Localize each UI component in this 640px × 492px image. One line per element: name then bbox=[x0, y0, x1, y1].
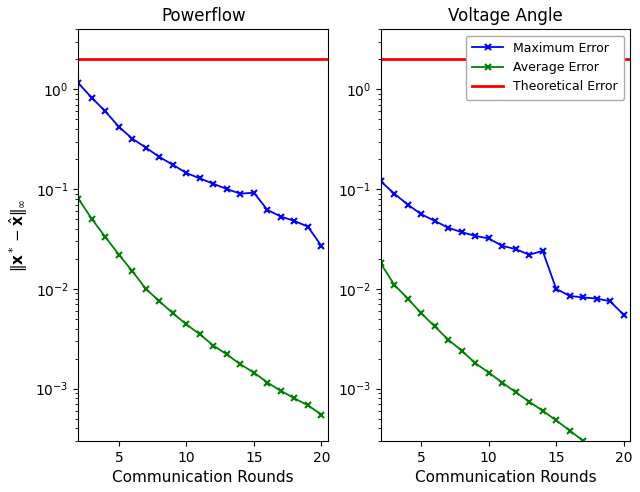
Maximum Error bbox=[525, 252, 533, 258]
Maximum Error bbox=[444, 225, 452, 231]
Maximum Error bbox=[552, 286, 560, 292]
Average Error bbox=[539, 408, 547, 414]
Average Error bbox=[512, 389, 520, 395]
Maximum Error bbox=[169, 162, 177, 168]
Line: Average Error: Average Error bbox=[377, 260, 627, 474]
Legend: Maximum Error, Average Error, Theoretical Error: Maximum Error, Average Error, Theoretica… bbox=[466, 35, 624, 99]
Maximum Error bbox=[264, 207, 271, 213]
Average Error bbox=[317, 412, 325, 418]
Average Error bbox=[444, 337, 452, 342]
Average Error bbox=[552, 418, 560, 424]
Average Error bbox=[250, 369, 258, 375]
Average Error bbox=[620, 468, 627, 474]
Average Error bbox=[291, 396, 298, 401]
Average Error bbox=[431, 323, 438, 329]
Maximum Error bbox=[566, 293, 573, 299]
Average Error bbox=[472, 360, 479, 366]
Average Error bbox=[417, 310, 425, 316]
Maximum Error bbox=[304, 224, 312, 230]
Maximum Error bbox=[156, 154, 163, 160]
Line: Average Error: Average Error bbox=[75, 195, 325, 418]
Title: Powerflow: Powerflow bbox=[161, 7, 246, 25]
Maximum Error bbox=[317, 243, 325, 249]
Average Error bbox=[525, 399, 533, 404]
Maximum Error bbox=[417, 211, 425, 217]
Average Error bbox=[499, 380, 506, 386]
Maximum Error bbox=[606, 298, 614, 304]
Maximum Error bbox=[431, 218, 438, 224]
Average Error bbox=[264, 380, 271, 386]
Average Error bbox=[169, 310, 177, 316]
Theoretical Error bbox=[47, 57, 55, 62]
Maximum Error bbox=[472, 233, 479, 239]
Average Error bbox=[304, 402, 312, 408]
Maximum Error bbox=[102, 109, 109, 115]
Maximum Error bbox=[250, 190, 258, 196]
Average Error bbox=[156, 298, 163, 304]
X-axis label: Communication Rounds: Communication Rounds bbox=[113, 470, 294, 485]
Maximum Error bbox=[88, 95, 96, 101]
X-axis label: Communication Rounds: Communication Rounds bbox=[415, 470, 596, 485]
Average Error bbox=[377, 260, 385, 266]
Maximum Error bbox=[390, 191, 398, 197]
Y-axis label: $\|\mathbf{x}^* - \hat{\mathbf{x}}\|_\infty$: $\|\mathbf{x}^* - \hat{\mathbf{x}}\|_\in… bbox=[7, 198, 30, 272]
Maximum Error bbox=[277, 214, 285, 219]
Average Error bbox=[237, 362, 244, 368]
Theoretical Error bbox=[350, 57, 358, 62]
Maximum Error bbox=[579, 295, 587, 301]
Maximum Error bbox=[75, 80, 83, 86]
Average Error bbox=[566, 428, 573, 433]
Maximum Error bbox=[115, 124, 123, 130]
Maximum Error bbox=[499, 243, 506, 249]
Average Error bbox=[102, 234, 109, 240]
Maximum Error bbox=[129, 136, 136, 142]
Maximum Error bbox=[182, 170, 190, 176]
Maximum Error bbox=[209, 181, 217, 187]
Maximum Error bbox=[485, 236, 493, 242]
Maximum Error bbox=[196, 176, 204, 182]
Line: Maximum Error: Maximum Error bbox=[377, 178, 627, 318]
Average Error bbox=[142, 286, 150, 292]
Average Error bbox=[593, 448, 600, 454]
Average Error bbox=[115, 252, 123, 258]
Average Error bbox=[196, 332, 204, 338]
Average Error bbox=[606, 458, 614, 463]
Average Error bbox=[88, 216, 96, 222]
Average Error bbox=[390, 282, 398, 288]
Average Error bbox=[182, 321, 190, 327]
Maximum Error bbox=[142, 145, 150, 151]
Average Error bbox=[129, 268, 136, 274]
Maximum Error bbox=[458, 229, 465, 235]
Average Error bbox=[277, 388, 285, 394]
Maximum Error bbox=[539, 248, 547, 254]
Theoretical Error bbox=[61, 57, 68, 62]
Maximum Error bbox=[620, 312, 627, 318]
Average Error bbox=[404, 296, 412, 302]
Maximum Error bbox=[291, 218, 298, 224]
Average Error bbox=[209, 342, 217, 348]
Average Error bbox=[485, 369, 493, 375]
Theoretical Error bbox=[364, 57, 371, 62]
Average Error bbox=[223, 351, 231, 357]
Maximum Error bbox=[223, 186, 231, 192]
Line: Maximum Error: Maximum Error bbox=[75, 80, 325, 249]
Average Error bbox=[458, 348, 465, 354]
Average Error bbox=[75, 196, 83, 202]
Maximum Error bbox=[237, 191, 244, 197]
Title: Voltage Angle: Voltage Angle bbox=[448, 7, 563, 25]
Maximum Error bbox=[512, 246, 520, 252]
Maximum Error bbox=[404, 202, 412, 208]
Maximum Error bbox=[377, 178, 385, 184]
Average Error bbox=[579, 438, 587, 444]
Maximum Error bbox=[593, 296, 600, 302]
